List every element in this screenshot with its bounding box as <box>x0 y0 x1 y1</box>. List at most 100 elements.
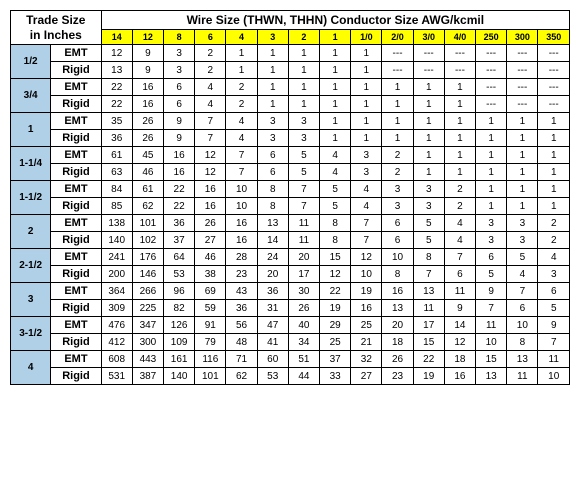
fill-value: 7 <box>476 300 507 317</box>
fill-value: 38 <box>195 266 226 283</box>
trade-size-label: 2 <box>11 215 51 249</box>
fill-value: 225 <box>132 300 163 317</box>
fill-value: 1 <box>288 79 319 96</box>
fill-value: 18 <box>444 351 475 368</box>
fill-value: 23 <box>226 266 257 283</box>
fill-value: --- <box>413 45 444 62</box>
fill-value: 443 <box>132 351 163 368</box>
fill-value: --- <box>507 45 538 62</box>
fill-value: 25 <box>351 317 382 334</box>
conduit-type: EMT <box>51 317 101 334</box>
conduit-type: Rigid <box>51 266 101 283</box>
fill-value: --- <box>382 62 413 79</box>
fill-value: 21 <box>351 334 382 351</box>
fill-value: --- <box>382 45 413 62</box>
fill-value: 1 <box>351 130 382 147</box>
fill-value: 36 <box>226 300 257 317</box>
conduit-type: Rigid <box>51 62 101 79</box>
fill-value: 1 <box>538 113 570 130</box>
fill-value: 8 <box>257 181 288 198</box>
fill-value: 1 <box>257 79 288 96</box>
fill-value: --- <box>507 96 538 113</box>
fill-value: 9 <box>538 317 570 334</box>
fill-value: 176 <box>132 249 163 266</box>
conduit-type: EMT <box>51 181 101 198</box>
fill-value: 8 <box>257 198 288 215</box>
fill-value: 1 <box>351 96 382 113</box>
fill-value: 1 <box>444 164 475 181</box>
fill-value: 6 <box>382 232 413 249</box>
fill-value: 9 <box>164 113 195 130</box>
fill-value: 18 <box>382 334 413 351</box>
conduit-type: EMT <box>51 249 101 266</box>
fill-value: 101 <box>132 215 163 232</box>
fill-value: 43 <box>226 283 257 300</box>
fill-value: 5 <box>288 164 319 181</box>
fill-value: 5 <box>413 232 444 249</box>
fill-value: 17 <box>413 317 444 334</box>
fill-value: --- <box>476 96 507 113</box>
trade-size-label: 3/4 <box>11 79 51 113</box>
fill-value: 4 <box>226 130 257 147</box>
fill-value: 412 <box>101 334 132 351</box>
fill-value: 1 <box>351 113 382 130</box>
fill-value: 4 <box>538 249 570 266</box>
fill-value: 64 <box>164 249 195 266</box>
fill-value: 1 <box>288 45 319 62</box>
fill-value: 1 <box>320 45 351 62</box>
fill-value: 1 <box>507 147 538 164</box>
conduit-type: Rigid <box>51 198 101 215</box>
fill-value: 19 <box>351 283 382 300</box>
fill-value: 6 <box>257 164 288 181</box>
fill-value: 1 <box>538 181 570 198</box>
fill-value: 5 <box>476 266 507 283</box>
fill-value: 7 <box>288 181 319 198</box>
fill-value: 4 <box>195 96 226 113</box>
fill-value: 116 <box>195 351 226 368</box>
fill-value: 13 <box>413 283 444 300</box>
fill-value: 5 <box>320 198 351 215</box>
fill-value: 7 <box>195 130 226 147</box>
fill-value: 2 <box>538 232 570 249</box>
wire-size-col: 1/0 <box>351 30 382 45</box>
fill-value: 1 <box>444 147 475 164</box>
fill-value: 26 <box>288 300 319 317</box>
fill-value: 1 <box>320 130 351 147</box>
fill-value: --- <box>507 62 538 79</box>
fill-value: 531 <box>101 368 132 385</box>
fill-value: 91 <box>195 317 226 334</box>
fill-value: 1 <box>320 96 351 113</box>
fill-value: 4 <box>444 215 475 232</box>
fill-value: 3 <box>351 147 382 164</box>
fill-value: 27 <box>351 368 382 385</box>
fill-value: 200 <box>101 266 132 283</box>
fill-value: 5 <box>320 181 351 198</box>
conduit-type: Rigid <box>51 164 101 181</box>
fill-value: 6 <box>164 96 195 113</box>
fill-value: 161 <box>164 351 195 368</box>
fill-value: 3 <box>413 181 444 198</box>
fill-value: 126 <box>164 317 195 334</box>
fill-value: 46 <box>132 164 163 181</box>
fill-value: 84 <box>101 181 132 198</box>
fill-value: 3 <box>538 266 570 283</box>
fill-value: 26 <box>382 351 413 368</box>
fill-value: 3 <box>288 113 319 130</box>
conduit-type: EMT <box>51 351 101 368</box>
fill-value: 71 <box>226 351 257 368</box>
conduit-type: EMT <box>51 79 101 96</box>
fill-value: 2 <box>226 96 257 113</box>
fill-value: 46 <box>195 249 226 266</box>
fill-value: 1 <box>444 130 475 147</box>
conduit-type: Rigid <box>51 130 101 147</box>
fill-value: 3 <box>257 130 288 147</box>
conduit-type: Rigid <box>51 232 101 249</box>
conduit-fill-table: Trade Sizein InchesWire Size (THWN, THHN… <box>10 10 570 385</box>
fill-value: 12 <box>351 249 382 266</box>
fill-value: 1 <box>413 113 444 130</box>
fill-value: 12 <box>101 45 132 62</box>
fill-value: 6 <box>382 215 413 232</box>
fill-value: 7 <box>413 266 444 283</box>
fill-value: 8 <box>413 249 444 266</box>
fill-value: 56 <box>226 317 257 334</box>
